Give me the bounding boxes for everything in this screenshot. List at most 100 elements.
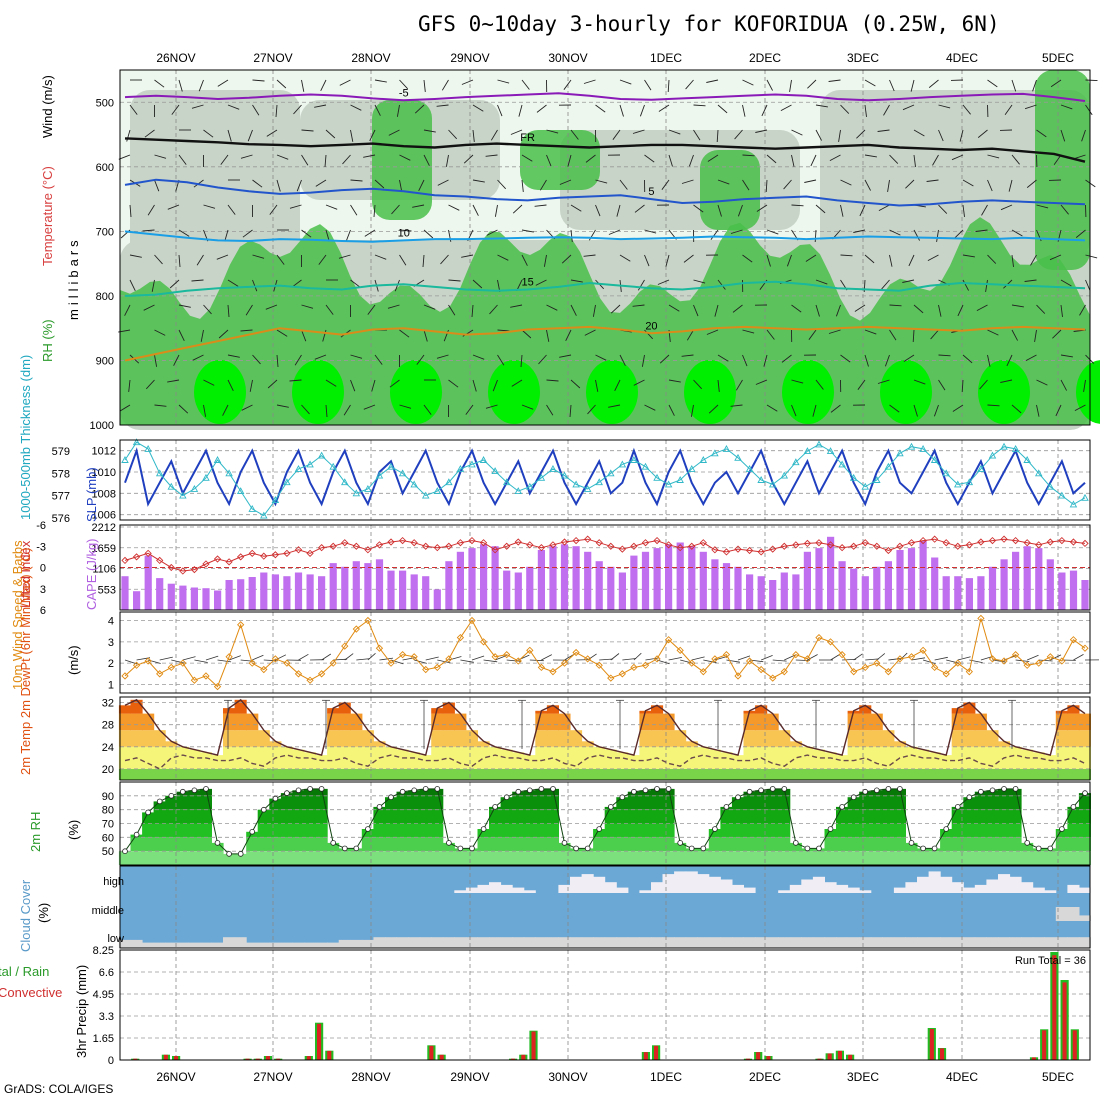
rh2m-fill — [627, 823, 640, 838]
cloud-label: Cloud Cover — [18, 879, 33, 952]
wind-barb — [414, 104, 425, 114]
cape-bar — [572, 546, 580, 610]
rh2m-fill — [153, 801, 166, 810]
wind-barb — [559, 179, 572, 185]
temp-fill — [708, 768, 721, 780]
precip-tick: 4.95 — [93, 989, 114, 1001]
precip-tick: 0 — [108, 1055, 114, 1067]
temp-fill — [512, 752, 525, 769]
cape-bar — [549, 546, 557, 610]
rh2m-fill — [639, 851, 652, 865]
rh2m-fill — [604, 837, 617, 852]
wind-barb — [737, 204, 743, 217]
rh2m-fill — [396, 851, 409, 865]
wind-barb — [314, 104, 327, 108]
temp-tick: 32 — [102, 698, 114, 710]
wind-barb — [203, 379, 215, 386]
temp-fill — [963, 730, 976, 747]
cape-bar — [179, 585, 187, 610]
temp-fill — [789, 768, 802, 780]
wind-barb — [717, 279, 726, 290]
wind-barb — [706, 329, 719, 335]
wind10m-labels: 10m Wind Speed & Barbs (m/s) — [10, 540, 81, 690]
cape-bar — [271, 574, 279, 610]
wind-barb — [1011, 154, 1020, 165]
precip-tick: 6.6 — [99, 967, 114, 979]
thickness-tick: 578 — [52, 468, 70, 480]
thickness-marker — [1046, 482, 1055, 490]
rh2m-fill — [836, 823, 849, 838]
wind10m-marker — [549, 668, 557, 676]
thickness-marker — [121, 456, 129, 463]
rh2m-fill — [199, 823, 212, 838]
rh2m-fill — [882, 823, 895, 838]
rh2m-fill — [662, 795, 675, 810]
temp-fill — [199, 752, 212, 769]
wind-barb — [1081, 129, 1086, 142]
wind-barb — [471, 304, 474, 318]
cape-bar — [584, 551, 592, 610]
wind-barb — [472, 279, 483, 289]
thickness-marker — [1000, 442, 1008, 450]
rh2m-fill — [199, 851, 212, 865]
wind-barb — [345, 229, 351, 242]
wind-barb — [318, 254, 327, 265]
rh2m-fill — [500, 837, 513, 852]
rh2m-fill — [940, 851, 953, 865]
temp-fill — [234, 768, 247, 780]
rh2m-fill — [153, 809, 166, 824]
wind-barb — [129, 279, 136, 291]
wind-barb — [908, 254, 915, 267]
thickness-marker — [838, 460, 846, 468]
wind-barb — [570, 229, 573, 242]
cloud-cell-high — [789, 884, 802, 893]
wind-barb — [987, 179, 993, 192]
rh2m-marker — [1035, 845, 1042, 852]
cloud-cell-low — [812, 937, 825, 948]
cape-bar — [699, 551, 707, 610]
pressure-tick: 700 — [96, 226, 114, 238]
isotherm-1 — [124, 92, 1086, 102]
rh2m-fill — [408, 795, 421, 810]
thickness-marker — [526, 482, 534, 490]
cape-bar — [341, 566, 349, 610]
rh2m-fill — [431, 851, 444, 865]
rh2m-marker — [226, 851, 232, 857]
wind-barb — [864, 354, 869, 367]
lifted-marker — [537, 544, 546, 552]
slp-tick: 1008 — [92, 488, 116, 500]
wind-barb — [178, 329, 185, 341]
rh2m-fill — [257, 809, 270, 824]
temp-fill — [442, 702, 455, 714]
rh2m-fill — [963, 823, 976, 838]
wind10m-barb — [737, 655, 751, 661]
rh2m-fill — [570, 851, 583, 865]
wind-barb — [717, 379, 720, 392]
wind10m-marker — [410, 653, 418, 661]
wind10m-marker — [283, 659, 291, 667]
temp-fill — [963, 702, 976, 714]
lifted-marker — [260, 552, 268, 560]
cape-bar — [260, 572, 268, 610]
wind10m-marker — [1035, 659, 1043, 667]
cloud-cell-low — [1078, 937, 1091, 948]
wind-barb — [828, 329, 841, 334]
rh2m-fill — [998, 795, 1011, 810]
wind-barb — [840, 354, 851, 363]
wind-barb — [145, 379, 155, 390]
wind10m-barb — [1038, 659, 1053, 662]
rh2m-fill — [431, 823, 444, 838]
wind-barb — [216, 254, 229, 260]
wind-barb — [1085, 254, 1098, 259]
wind10m-barb — [784, 654, 796, 661]
cloud-cell-high — [570, 876, 583, 893]
cape-bar — [827, 536, 835, 610]
wind-barb — [350, 179, 363, 182]
wind-barb — [707, 154, 719, 162]
rh2m-fill — [998, 788, 1011, 796]
rh2m-fill — [385, 823, 398, 838]
temp-fill — [304, 752, 317, 769]
thickness-marker — [329, 462, 337, 470]
temp-fill — [465, 768, 478, 780]
wind10m-marker — [769, 674, 777, 682]
